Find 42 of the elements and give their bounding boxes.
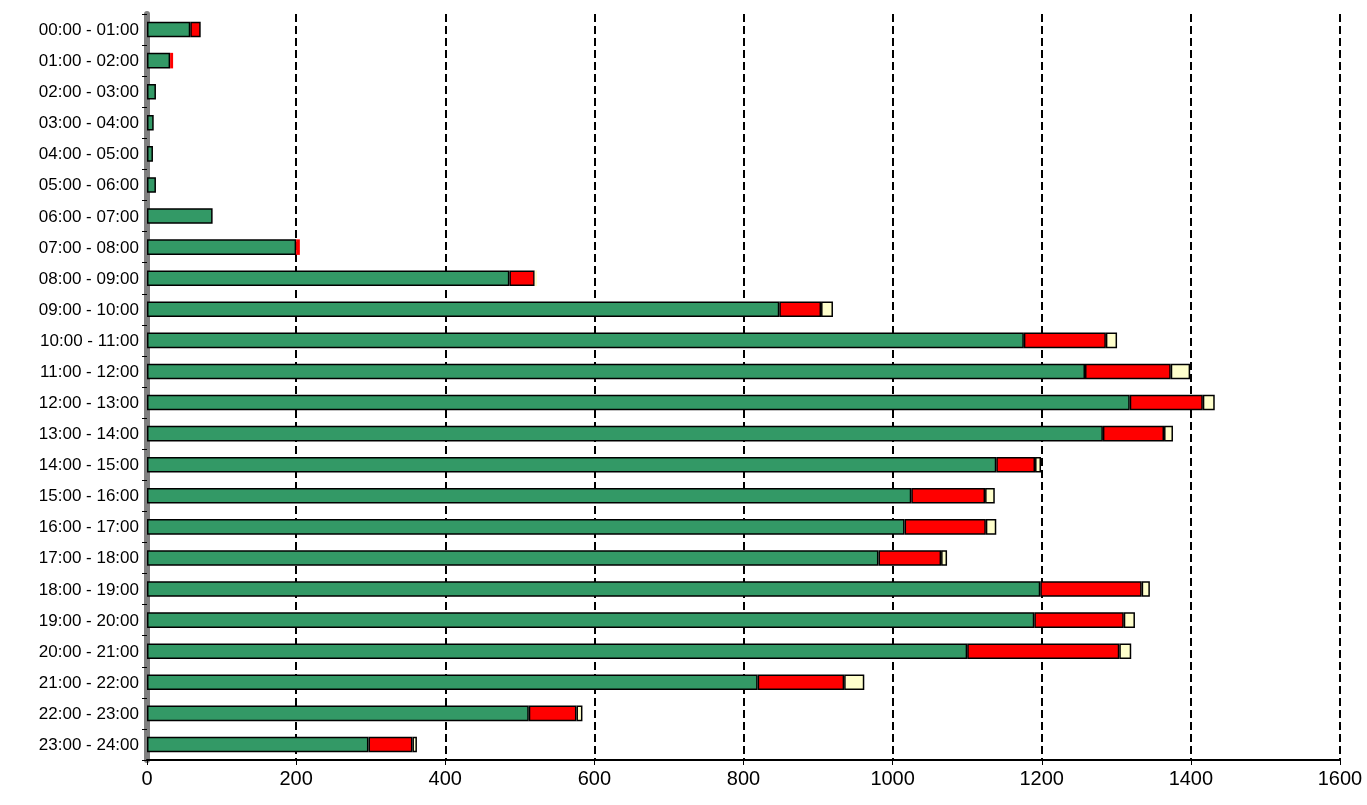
- y-tick-label: 11:00 - 12:00: [40, 361, 139, 381]
- x-tick-label: 1600: [1317, 767, 1363, 789]
- y-tick-label: 10:00 - 11:00: [40, 330, 139, 350]
- bar: [147, 83, 156, 100]
- y-tick-label: 01:00 - 02:00: [38, 51, 139, 71]
- bar: [147, 52, 171, 69]
- y-tick-label: 07:00 - 08:00: [38, 237, 139, 257]
- x-tick-label: 1400: [1168, 767, 1214, 789]
- y-tick-label: 22:00 - 23:00: [38, 703, 139, 723]
- bar: [147, 115, 154, 131]
- y-tick-label: 09:00 - 10:00: [38, 299, 139, 319]
- y-tick-label: 05:00 - 06:00: [38, 175, 139, 195]
- y-tick-label: 20:00 - 21:00: [38, 641, 139, 661]
- x-tick-label: 800: [726, 767, 761, 789]
- bar: [147, 208, 213, 224]
- bar: [147, 177, 156, 193]
- y-tick-label: 00:00 - 01:00: [38, 20, 139, 40]
- y-tick-label: 21:00 - 22:00: [38, 672, 139, 692]
- y-tick-label: 13:00 - 14:00: [38, 424, 139, 444]
- x-tick-label: 400: [428, 767, 462, 789]
- y-tick-label: 14:00 - 15:00: [38, 455, 139, 475]
- y-tick-label: 19:00 - 20:00: [38, 610, 139, 630]
- y-tick-label: 16:00 - 17:00: [38, 517, 139, 537]
- x-tick-label: 200: [279, 767, 313, 789]
- y-tick-label: 04:00 - 05:00: [38, 144, 139, 164]
- x-tick-label: 1000: [870, 767, 915, 789]
- bar: [147, 146, 153, 162]
- bar: [170, 52, 174, 69]
- y-tick-label: 15:00 - 16:00: [38, 486, 139, 506]
- y-tick-label: 03:00 - 04:00: [38, 113, 139, 133]
- y-tick-label: 18:00 - 19:00: [38, 579, 139, 599]
- y-tick-label: 08:00 - 09:00: [38, 268, 139, 288]
- x-tick-label: 1200: [1019, 767, 1064, 789]
- y-tick-label: 06:00 - 07:00: [38, 206, 139, 226]
- y-tick-label: 17:00 - 18:00: [38, 548, 139, 568]
- bar: [534, 270, 537, 286]
- y-tick-label: 02:00 - 03:00: [38, 82, 139, 102]
- x-tick-label: 0: [141, 767, 153, 789]
- x-tick-label: 600: [577, 767, 612, 789]
- y-tick-label: 23:00 - 24:00: [38, 734, 139, 754]
- y-tick-label: 12:00 - 13:00: [38, 393, 139, 413]
- bar: [296, 239, 300, 255]
